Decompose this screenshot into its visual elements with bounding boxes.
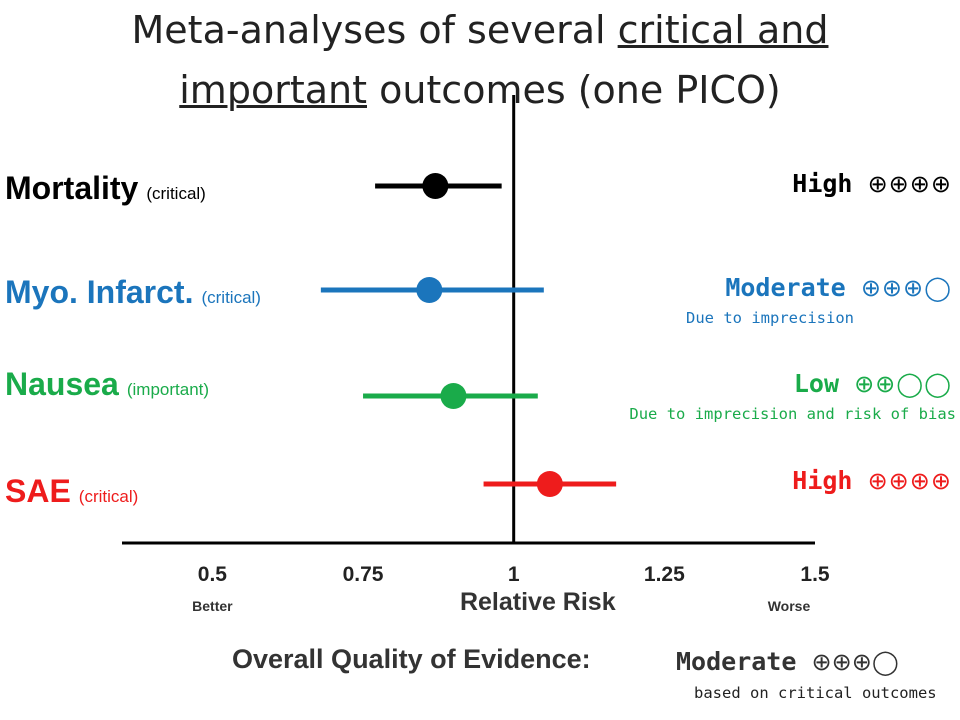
grade-nausea: Low ⊕⊕◯◯ xyxy=(794,369,952,398)
grade-label: High xyxy=(792,169,853,198)
point-estimate-2 xyxy=(440,383,467,409)
overall-grade-symbols-icon: ⊕⊕⊕◯ xyxy=(811,648,899,676)
overall-grade-label: Moderate xyxy=(676,647,797,676)
x-tick-label: 1.25 xyxy=(644,563,685,586)
x-tick-label: 0.5 xyxy=(198,563,228,586)
outcome-label-mortality: Mortality (critical) xyxy=(5,170,206,207)
grade-note-nausea: Due to imprecision and risk of bias xyxy=(629,405,956,423)
grade-symbols-icon: ⊕⊕◯◯ xyxy=(854,370,952,398)
x-axis-label: Relative Risk xyxy=(460,588,616,616)
outcome-importance: (critical) xyxy=(78,487,139,506)
outcome-name: Myo. Infarct. xyxy=(5,274,194,310)
grade-sae: High ⊕⊕⊕⊕ xyxy=(792,466,952,495)
outcome-importance: (important) xyxy=(126,380,210,399)
outcome-label-sae: SAE (critical) xyxy=(5,473,138,510)
grade-symbols-icon: ⊕⊕⊕⊕ xyxy=(867,467,952,495)
outcome-importance: (critical) xyxy=(146,184,206,203)
grade-label: High xyxy=(792,466,853,495)
overall-quality-grade: Moderate ⊕⊕⊕◯ xyxy=(676,647,899,676)
outcome-label-nausea: Nausea (important) xyxy=(5,366,209,403)
x-tick-label: 1 xyxy=(508,563,520,586)
title-underlined-2: important xyxy=(179,68,367,112)
point-estimate-0 xyxy=(422,173,449,199)
grade-mortality: High ⊕⊕⊕⊕ xyxy=(792,169,952,198)
page-title: Meta-analyses of several critical and im… xyxy=(0,0,960,120)
outcome-name: SAE xyxy=(5,473,71,509)
title-line-2: important outcomes (one PICO) xyxy=(0,60,960,120)
x-better-label: Better xyxy=(192,598,233,614)
point-estimate-1 xyxy=(416,277,443,303)
title-text-2: outcomes (one PICO) xyxy=(367,68,781,112)
grade-myo-infarct: Moderate ⊕⊕⊕◯ xyxy=(725,273,952,302)
outcome-name: Mortality xyxy=(5,170,139,206)
x-tick-label: 0.75 xyxy=(343,563,384,586)
title-underlined-1: critical and xyxy=(617,8,829,52)
title-text-1: Meta-analyses of several xyxy=(131,8,618,52)
grade-symbols-icon: ⊕⊕⊕◯ xyxy=(860,274,952,302)
outcome-importance: (critical) xyxy=(201,288,261,307)
grade-label: Low xyxy=(793,369,839,398)
overall-quality-note: based on critical outcomes xyxy=(694,684,937,702)
grade-note-myo-infarct: Due to imprecision xyxy=(686,309,854,327)
overall-quality-label: Overall Quality of Evidence: xyxy=(232,644,591,674)
title-line-1: Meta-analyses of several critical and xyxy=(0,0,960,60)
outcome-label-myo-infarct: Myo. Infarct. (critical) xyxy=(5,274,261,311)
grade-symbols-icon: ⊕⊕⊕⊕ xyxy=(867,170,952,198)
grade-label: Moderate xyxy=(725,273,846,302)
point-estimate-3 xyxy=(536,471,563,497)
outcome-name: Nausea xyxy=(5,366,119,402)
x-tick-label: 1.5 xyxy=(800,563,830,586)
x-worse-label: Worse xyxy=(768,598,811,614)
